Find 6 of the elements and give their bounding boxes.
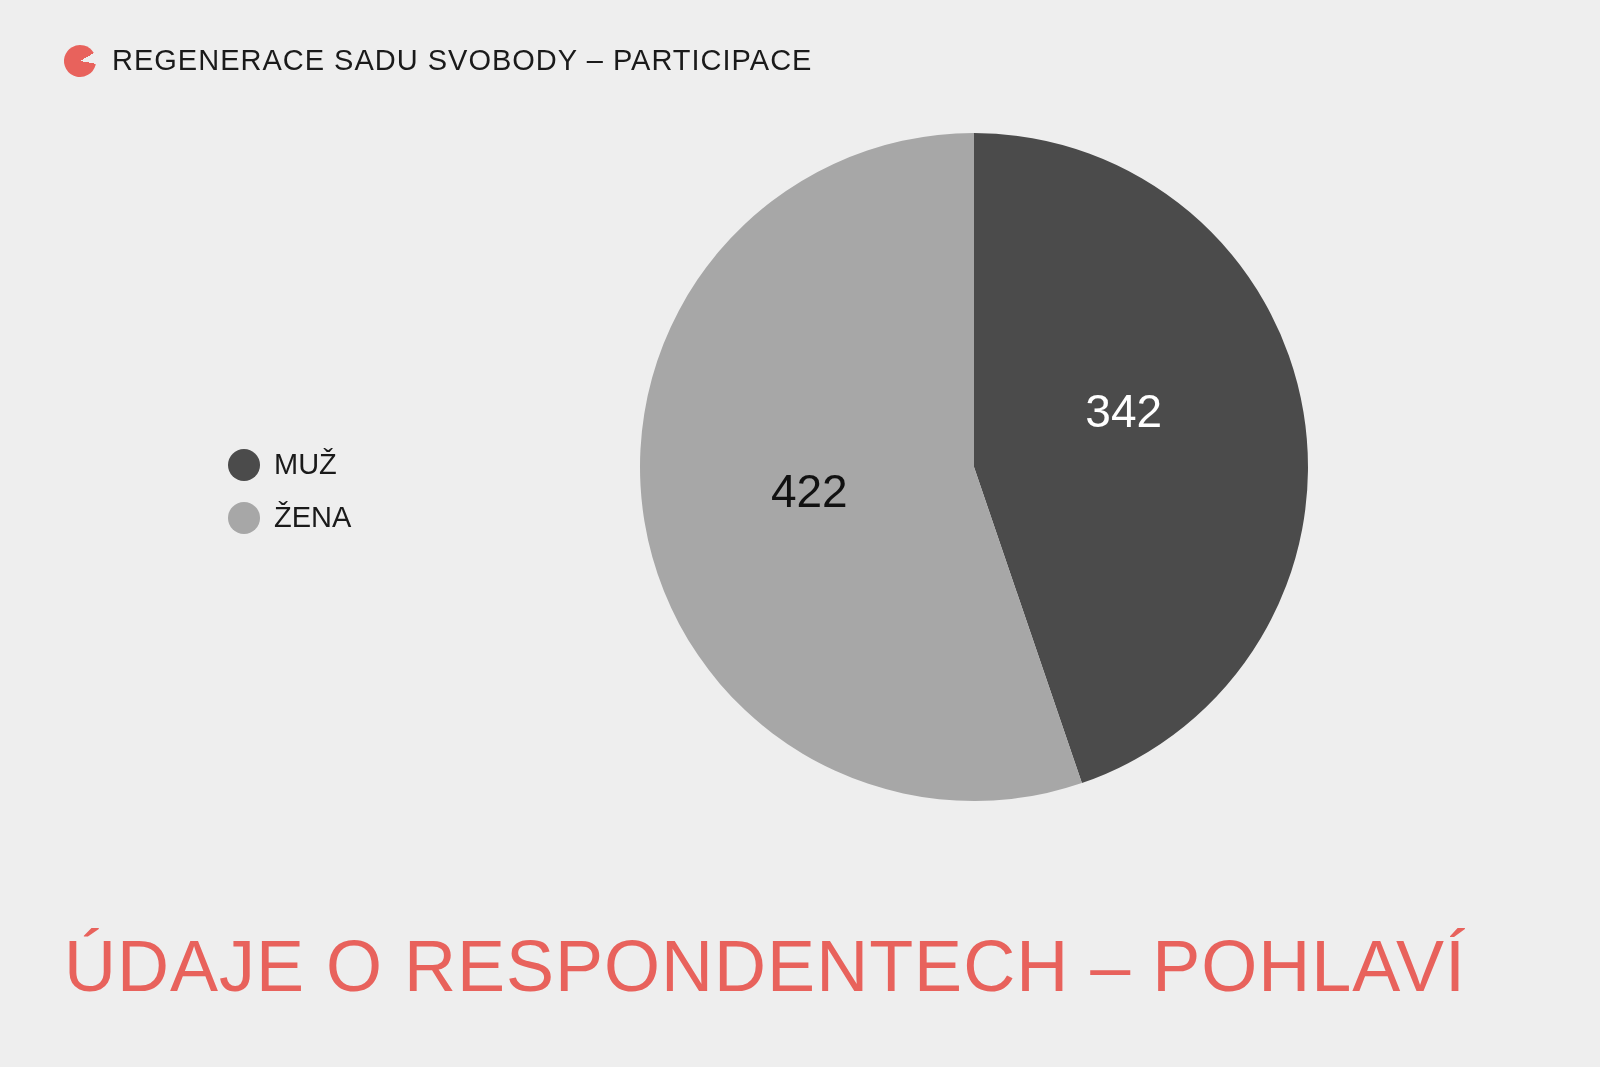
data-label: 422 bbox=[770, 465, 848, 518]
legend-label: ŽENA bbox=[274, 501, 352, 534]
chart-subtitle: REGENERACE SADU SVOBODY – PARTICIPACE bbox=[112, 44, 813, 77]
text: ÚDAJE O RESPONDENTECH – POHLAVÍ bbox=[64, 925, 1466, 1007]
data-label: 342 bbox=[1085, 385, 1163, 438]
legend-label: MUŽ bbox=[274, 448, 337, 481]
